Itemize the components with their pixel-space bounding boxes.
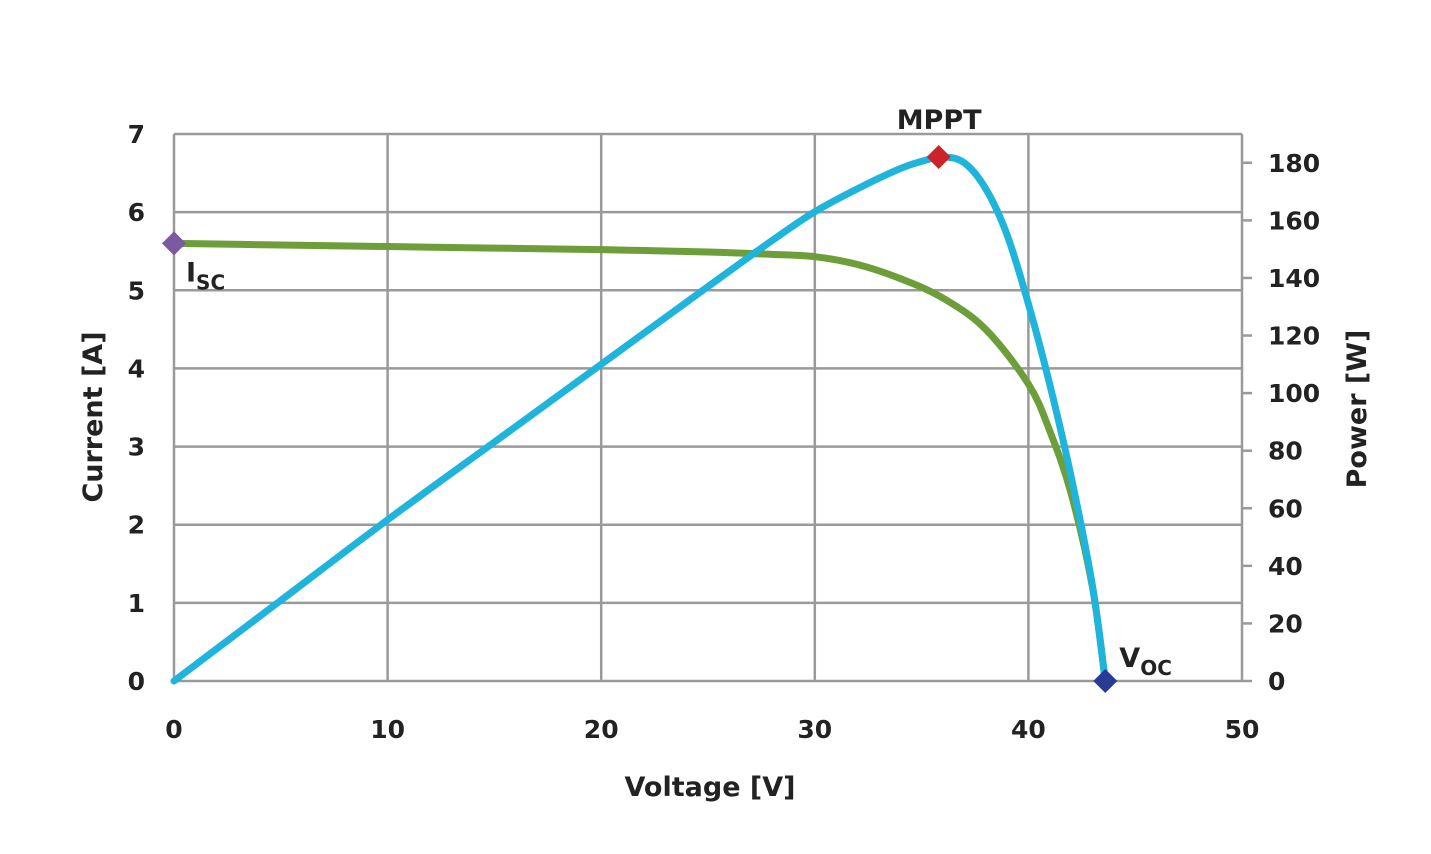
y-tick-label: 2 [128,511,145,540]
y-axis-title: Current [A] [78,331,109,502]
y2-tick-label: 0 [1268,667,1285,696]
marker-diamond [1093,669,1118,693]
y2-tick-label: 40 [1268,552,1303,581]
x-tick-label: 40 [1011,715,1046,744]
y-tick-label: 4 [128,354,145,383]
y-tick-label: 5 [128,276,145,305]
marker-diamond [926,145,951,170]
power-curve-line [170,153,1109,685]
series [170,153,1109,685]
x-tick-label: 50 [1225,715,1260,744]
y2-tick-label: 120 [1268,322,1320,351]
y2-tick-label: 20 [1268,609,1303,638]
y2-tick-label: 80 [1268,437,1303,466]
marker-label: VOC [1119,643,1172,680]
y2-tick-label: 160 [1268,206,1320,235]
y2-axis-title: Power [W] [1342,330,1373,489]
y2-tick-label: 100 [1268,379,1320,408]
y2-tick-label: 60 [1268,494,1303,523]
grid [172,132,1252,683]
y2-tick-label: 180 [1268,149,1320,178]
current-curve-line [170,239,1109,685]
x-tick-label: 10 [370,715,405,744]
marker-label: ISC [186,257,225,294]
y2-tick-label: 140 [1268,264,1320,293]
tick-labels: 0 10 20 30 40 50 0 1 2 3 4 5 6 7 0 20 40 60 80 100 120 140 160… [128,120,1321,744]
x-axis-title: Voltage [V] [625,772,796,803]
marker-diamond [162,231,186,256]
x-tick-label: 30 [797,715,832,744]
x-tick-label: 20 [584,715,619,744]
y-tick-label: 6 [128,198,145,227]
y-tick-label: 7 [128,120,145,149]
x-tick-label: 0 [165,715,182,744]
marker-label: MPPT [897,105,982,136]
y-tick-label: 1 [128,589,145,618]
y-tick-label: 3 [128,433,145,462]
y-tick-label: 0 [128,667,145,696]
markers: ISC MPPT VOC [162,105,1172,693]
